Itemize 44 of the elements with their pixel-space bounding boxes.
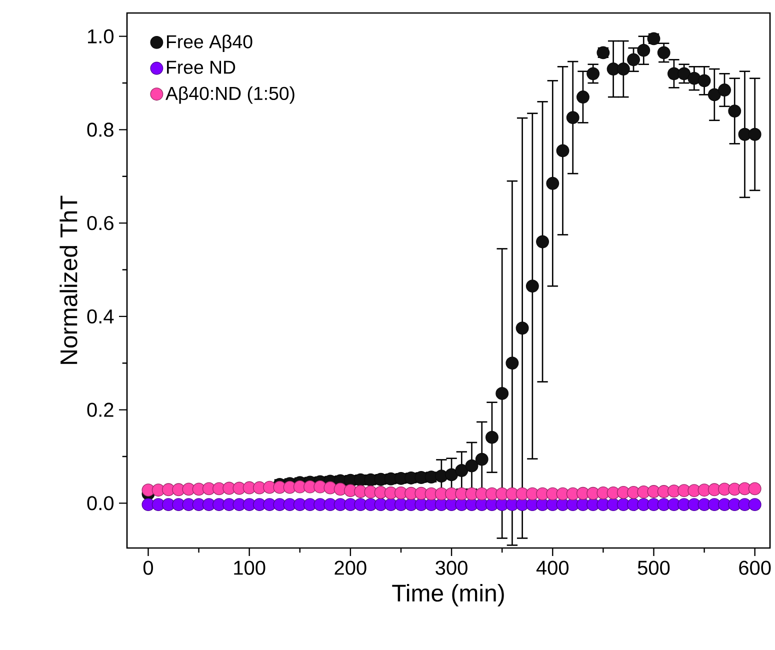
x-tick-label: 500 bbox=[638, 560, 670, 575]
point bbox=[718, 84, 731, 96]
point bbox=[698, 74, 711, 88]
point bbox=[486, 430, 498, 444]
point bbox=[627, 53, 640, 66]
point bbox=[728, 104, 742, 118]
y-tick-label: 0.2 bbox=[87, 402, 114, 417]
point bbox=[688, 72, 701, 85]
point bbox=[546, 176, 560, 190]
point bbox=[678, 67, 691, 80]
point bbox=[708, 88, 721, 102]
point bbox=[586, 67, 600, 80]
y-tick-label: 0.6 bbox=[87, 216, 114, 230]
x-tick-label: 0 bbox=[143, 560, 153, 575]
point bbox=[526, 280, 539, 293]
y-tick-label: 0.0 bbox=[87, 496, 114, 510]
y-tick-label: 1.0 bbox=[88, 29, 114, 44]
x-tick-label: 200 bbox=[334, 560, 366, 575]
x-tick-label: 400 bbox=[536, 560, 569, 575]
y-tick-label: 0.4 bbox=[87, 309, 114, 324]
point bbox=[496, 387, 509, 400]
y-axis-title: Normalized ThT bbox=[60, 196, 78, 364]
point bbox=[637, 44, 650, 57]
point bbox=[506, 356, 519, 370]
y-tick-label: 0.8 bbox=[87, 122, 114, 137]
x-tick-label: 100 bbox=[234, 560, 266, 575]
legend-label: Free Aβ40 bbox=[167, 34, 252, 52]
point bbox=[566, 111, 580, 124]
point bbox=[576, 90, 590, 104]
point bbox=[465, 459, 478, 472]
point bbox=[516, 322, 529, 335]
point bbox=[657, 46, 670, 60]
x-axis-title: Time (min) bbox=[392, 584, 504, 606]
point bbox=[536, 235, 549, 248]
point bbox=[748, 128, 762, 141]
legend-label: Aβ40:ND (1:50) bbox=[166, 86, 294, 104]
point bbox=[616, 62, 630, 76]
point bbox=[556, 144, 570, 158]
point bbox=[445, 468, 458, 482]
x-tick-label: 600 bbox=[739, 560, 771, 575]
x-tick-label: 300 bbox=[436, 560, 468, 575]
point bbox=[475, 452, 488, 466]
point bbox=[455, 464, 468, 477]
legend-label: Free ND bbox=[167, 60, 236, 74]
